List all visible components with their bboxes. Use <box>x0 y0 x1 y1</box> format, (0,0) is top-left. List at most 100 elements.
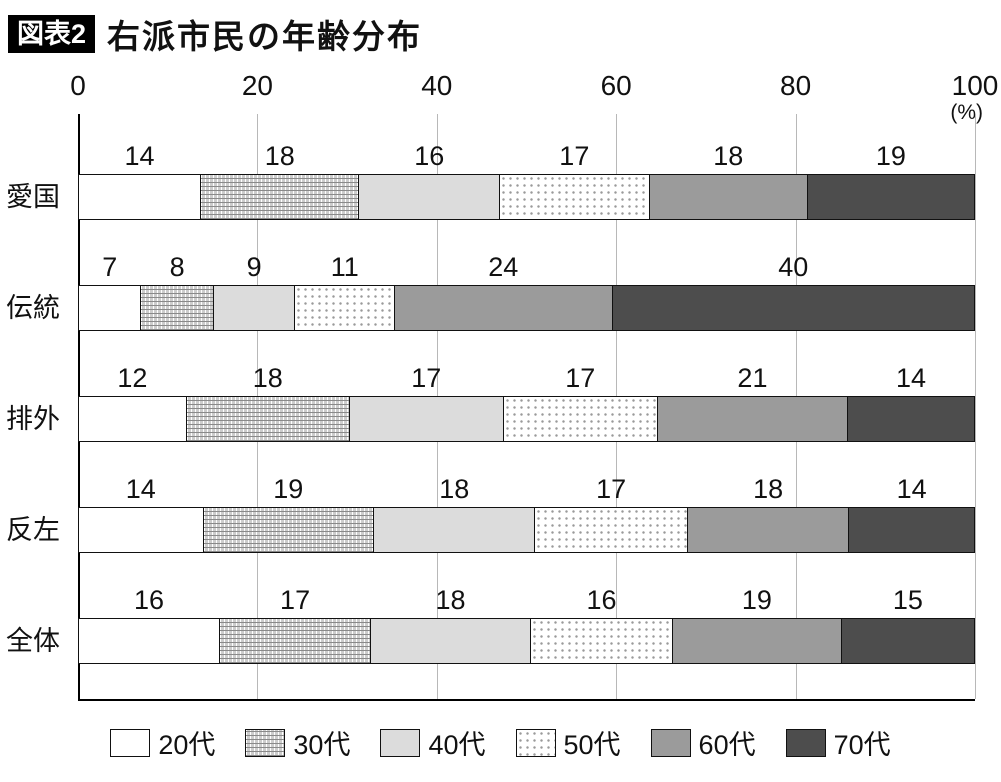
bar-segment: 19 <box>203 474 374 553</box>
bar-segment: 14 <box>848 363 975 442</box>
value-label: 16 <box>134 585 165 615</box>
stacked-bar-chart: 0 20 40 60 80 100 (%) 愛国 14 18 16 17 18 19 伝統 7 8 9 11 24 4… <box>6 70 998 701</box>
value-label: 17 <box>280 585 311 615</box>
value-label: 19 <box>875 141 906 171</box>
legend-label: 70代 <box>833 730 891 760</box>
value-label: 11 <box>330 252 359 282</box>
bar-segment: 19 <box>807 141 975 220</box>
legend-item: 70代 <box>785 723 891 762</box>
bar-segment: 16 <box>530 585 674 664</box>
value-label: 16 <box>586 585 617 615</box>
value-label: 24 <box>488 252 519 282</box>
value-label: 17 <box>411 363 442 393</box>
bar-segment: 15 <box>841 585 975 664</box>
bar-segment: 17 <box>503 363 658 442</box>
stacked-bar: 16 17 18 16 19 15 <box>78 585 975 664</box>
page-title: 右派市民の年齢分布 <box>107 18 423 55</box>
bar-segment: 17 <box>500 141 650 220</box>
bar-segment: 18 <box>687 474 850 553</box>
legend-item: 60代 <box>650 723 756 762</box>
chart-tag: 図表2 <box>8 14 96 54</box>
legend-swatch <box>515 728 556 757</box>
bar-segment: 11 <box>295 252 396 331</box>
value-label: 17 <box>565 363 596 393</box>
legend-swatch <box>245 728 286 757</box>
value-label: 8 <box>169 252 185 282</box>
x-tick-label: 100 <box>951 70 999 101</box>
legend: 20代 30代 40代 50代 60代 70代 <box>0 723 1001 762</box>
stacked-bar: 14 18 16 17 18 19 <box>78 141 975 220</box>
stacked-bar: 12 18 17 17 21 14 <box>78 363 975 442</box>
bar-segment: 18 <box>371 585 531 664</box>
category-label: 伝統 <box>6 293 60 323</box>
legend-item: 50代 <box>515 723 621 762</box>
stacked-bar: 7 8 9 11 24 40 <box>78 252 975 331</box>
value-label: 14 <box>125 474 156 504</box>
value-label: 21 <box>737 363 768 393</box>
value-label: 14 <box>895 363 927 393</box>
bar-segment: 17 <box>535 474 688 553</box>
bar-segment: 17 <box>220 585 372 664</box>
bar-segment: 14 <box>849 474 975 553</box>
bar-segment: 19 <box>673 585 842 664</box>
legend-swatch <box>785 728 826 757</box>
gridline <box>975 114 976 699</box>
bar-row: 反左 14 19 18 17 18 14 <box>6 474 975 588</box>
bar-row: 愛国 14 18 16 17 18 19 <box>6 141 975 255</box>
value-label: 17 <box>559 141 590 171</box>
legend-label: 40代 <box>428 730 486 760</box>
legend-swatch <box>110 728 151 757</box>
value-label: 18 <box>713 141 744 171</box>
value-label: 14 <box>896 474 927 504</box>
value-label: 19 <box>273 474 304 504</box>
value-label: 15 <box>892 585 923 615</box>
bar-row: 全体 16 17 18 16 19 15 <box>6 585 975 699</box>
bar-segment: 7 <box>78 252 142 331</box>
plot-area: 愛国 14 18 16 17 18 19 伝統 7 8 9 11 24 40 排外 12 18 17 17 21 14 反… <box>6 114 976 701</box>
x-tick-label: 40 <box>421 70 453 101</box>
category-label: 反左 <box>6 515 60 545</box>
legend-label: 50代 <box>563 730 621 760</box>
x-tick-label: 60 <box>600 70 632 101</box>
value-label: 18 <box>252 363 283 393</box>
value-label: 12 <box>117 363 148 393</box>
value-label: 16 <box>414 141 445 171</box>
bar-segment: 8 <box>141 252 214 331</box>
x-tick-label: 80 <box>780 70 812 101</box>
stacked-bar: 14 19 18 17 18 14 <box>78 474 975 553</box>
value-label: 7 <box>102 252 118 282</box>
value-label: 18 <box>264 141 295 171</box>
value-label: 14 <box>124 141 155 171</box>
axis-unit-label: (%) <box>950 101 983 124</box>
bar-segment: 16 <box>78 585 221 664</box>
bar-row: 排外 12 18 17 17 21 14 <box>6 363 975 477</box>
category-label: 排外 <box>6 404 60 434</box>
category-label: 全体 <box>6 626 60 656</box>
legend-swatch <box>380 728 421 757</box>
value-label: 18 <box>753 474 784 504</box>
legend-label: 60代 <box>698 730 756 760</box>
bar-segment: 12 <box>78 363 187 442</box>
bar-segment: 18 <box>186 363 350 442</box>
bar-segment: 16 <box>359 141 501 220</box>
bar-segment: 18 <box>374 474 536 553</box>
x-tick-label: 0 <box>70 70 86 101</box>
bar-segment: 40 <box>612 252 975 331</box>
bar-segment: 18 <box>201 141 360 220</box>
value-label: 9 <box>246 252 262 282</box>
value-label: 40 <box>778 252 809 282</box>
bar-segment: 18 <box>649 141 808 220</box>
bar-segment: 14 <box>78 141 202 220</box>
legend-item: 30代 <box>245 723 350 762</box>
legend-item: 20代 <box>110 723 215 762</box>
x-tick-label: 20 <box>241 70 273 101</box>
value-label: 19 <box>741 585 772 615</box>
legend-item: 40代 <box>380 723 486 762</box>
value-label: 17 <box>596 474 627 504</box>
legend-swatch <box>650 728 691 757</box>
chart-header: 図表2 右派市民の年齢分布 <box>0 0 1001 60</box>
bar-segment: 14 <box>78 474 204 553</box>
legend-label: 30代 <box>293 730 351 760</box>
x-axis: 0 20 40 60 80 100 (%) <box>70 70 998 124</box>
